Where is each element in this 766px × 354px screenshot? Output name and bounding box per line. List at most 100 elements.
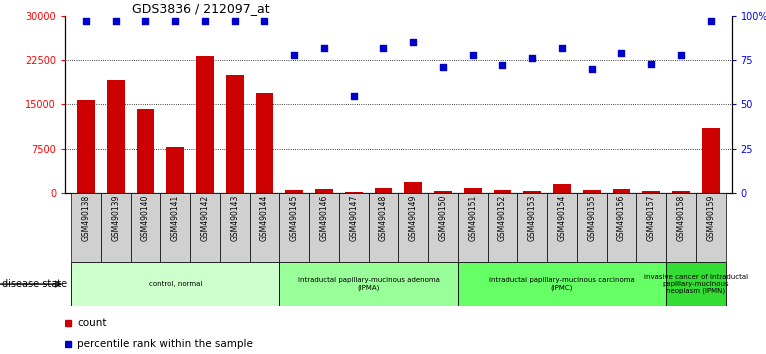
Point	[556, 45, 568, 51]
Bar	[368, 193, 398, 262]
Point	[258, 18, 270, 24]
Bar	[106, 80, 125, 193]
Bar	[458, 193, 488, 262]
Bar	[398, 193, 428, 262]
Bar	[696, 193, 725, 262]
Point	[80, 18, 92, 24]
Text: control, normal: control, normal	[149, 281, 202, 287]
Bar	[493, 190, 512, 193]
Text: GSM490151: GSM490151	[468, 195, 477, 241]
Bar	[642, 191, 660, 193]
Bar	[702, 128, 719, 193]
Bar	[166, 147, 184, 193]
Bar	[280, 193, 309, 262]
Text: GSM490152: GSM490152	[498, 195, 507, 241]
Bar	[256, 93, 273, 193]
Text: GSM490142: GSM490142	[201, 195, 209, 241]
Text: disease state: disease state	[2, 279, 67, 289]
Bar	[309, 193, 339, 262]
Bar	[101, 193, 130, 262]
Point	[318, 45, 330, 51]
Bar	[196, 56, 214, 193]
Bar	[130, 193, 160, 262]
Bar	[613, 189, 630, 193]
Text: invasive cancer of intraductal
papillary-mucinous
neoplasm (IPMN): invasive cancer of intraductal papillary…	[643, 274, 748, 294]
Text: GSM490149: GSM490149	[409, 195, 417, 241]
Text: GSM490139: GSM490139	[111, 195, 120, 241]
Bar	[577, 193, 607, 262]
Point	[615, 50, 627, 56]
Text: GSM490145: GSM490145	[290, 195, 299, 241]
Text: GSM490157: GSM490157	[647, 195, 656, 241]
Text: GSM490147: GSM490147	[349, 195, 358, 241]
Bar	[220, 193, 250, 262]
Bar	[488, 193, 517, 262]
Point	[378, 45, 390, 51]
Text: intraductal papillary-mucinous carcinoma
(IPMC): intraductal papillary-mucinous carcinoma…	[489, 277, 635, 291]
Text: count: count	[77, 318, 106, 328]
Point	[199, 18, 211, 24]
Bar	[375, 188, 392, 193]
Bar	[428, 193, 458, 262]
Point	[169, 18, 182, 24]
Point	[348, 93, 360, 98]
Bar	[583, 190, 601, 193]
Text: GSM490140: GSM490140	[141, 195, 150, 241]
Text: GSM490146: GSM490146	[319, 195, 329, 241]
Bar	[517, 193, 547, 262]
Bar	[285, 190, 303, 193]
Bar	[607, 193, 637, 262]
Bar	[637, 193, 666, 262]
Text: GSM490153: GSM490153	[528, 195, 537, 241]
Text: GDS3836 / 212097_at: GDS3836 / 212097_at	[132, 2, 270, 15]
Bar	[190, 193, 220, 262]
Point	[437, 64, 449, 70]
Text: GSM490141: GSM490141	[171, 195, 180, 241]
Bar	[672, 191, 690, 193]
Point	[139, 18, 152, 24]
Point	[645, 61, 657, 67]
Text: GSM490156: GSM490156	[617, 195, 626, 241]
Point	[496, 63, 509, 68]
Bar	[339, 193, 368, 262]
Bar	[250, 193, 280, 262]
Text: GSM490144: GSM490144	[260, 195, 269, 241]
Bar	[404, 182, 422, 193]
Point	[675, 52, 687, 58]
Bar	[77, 100, 95, 193]
Bar	[71, 193, 101, 262]
Point	[228, 18, 241, 24]
Text: GSM490155: GSM490155	[588, 195, 596, 241]
Text: GSM490150: GSM490150	[438, 195, 447, 241]
Point	[110, 18, 122, 24]
Bar	[136, 109, 155, 193]
Bar	[315, 189, 333, 193]
Text: GSM490143: GSM490143	[231, 195, 239, 241]
Bar	[463, 188, 482, 193]
Point	[288, 52, 300, 58]
Text: intraductal papillary-mucinous adenoma
(IPMA): intraductal papillary-mucinous adenoma (…	[298, 277, 440, 291]
Text: GSM490148: GSM490148	[379, 195, 388, 241]
Text: GSM490159: GSM490159	[706, 195, 715, 241]
Point	[526, 56, 538, 61]
Point	[466, 52, 479, 58]
Bar	[553, 184, 571, 193]
Bar	[280, 262, 458, 306]
Point	[705, 18, 717, 24]
Text: GSM490154: GSM490154	[558, 195, 566, 241]
Point	[585, 66, 597, 72]
Bar	[523, 190, 541, 193]
Text: GSM490158: GSM490158	[676, 195, 686, 241]
Bar	[71, 262, 280, 306]
Bar	[547, 193, 577, 262]
Text: percentile rank within the sample: percentile rank within the sample	[77, 339, 253, 349]
Bar	[226, 75, 244, 193]
Bar	[458, 262, 666, 306]
Bar	[666, 193, 696, 262]
Bar	[434, 191, 452, 193]
Bar	[160, 193, 190, 262]
Bar	[345, 192, 362, 193]
Bar	[666, 262, 725, 306]
Text: GSM490138: GSM490138	[81, 195, 90, 241]
Point	[407, 40, 419, 45]
